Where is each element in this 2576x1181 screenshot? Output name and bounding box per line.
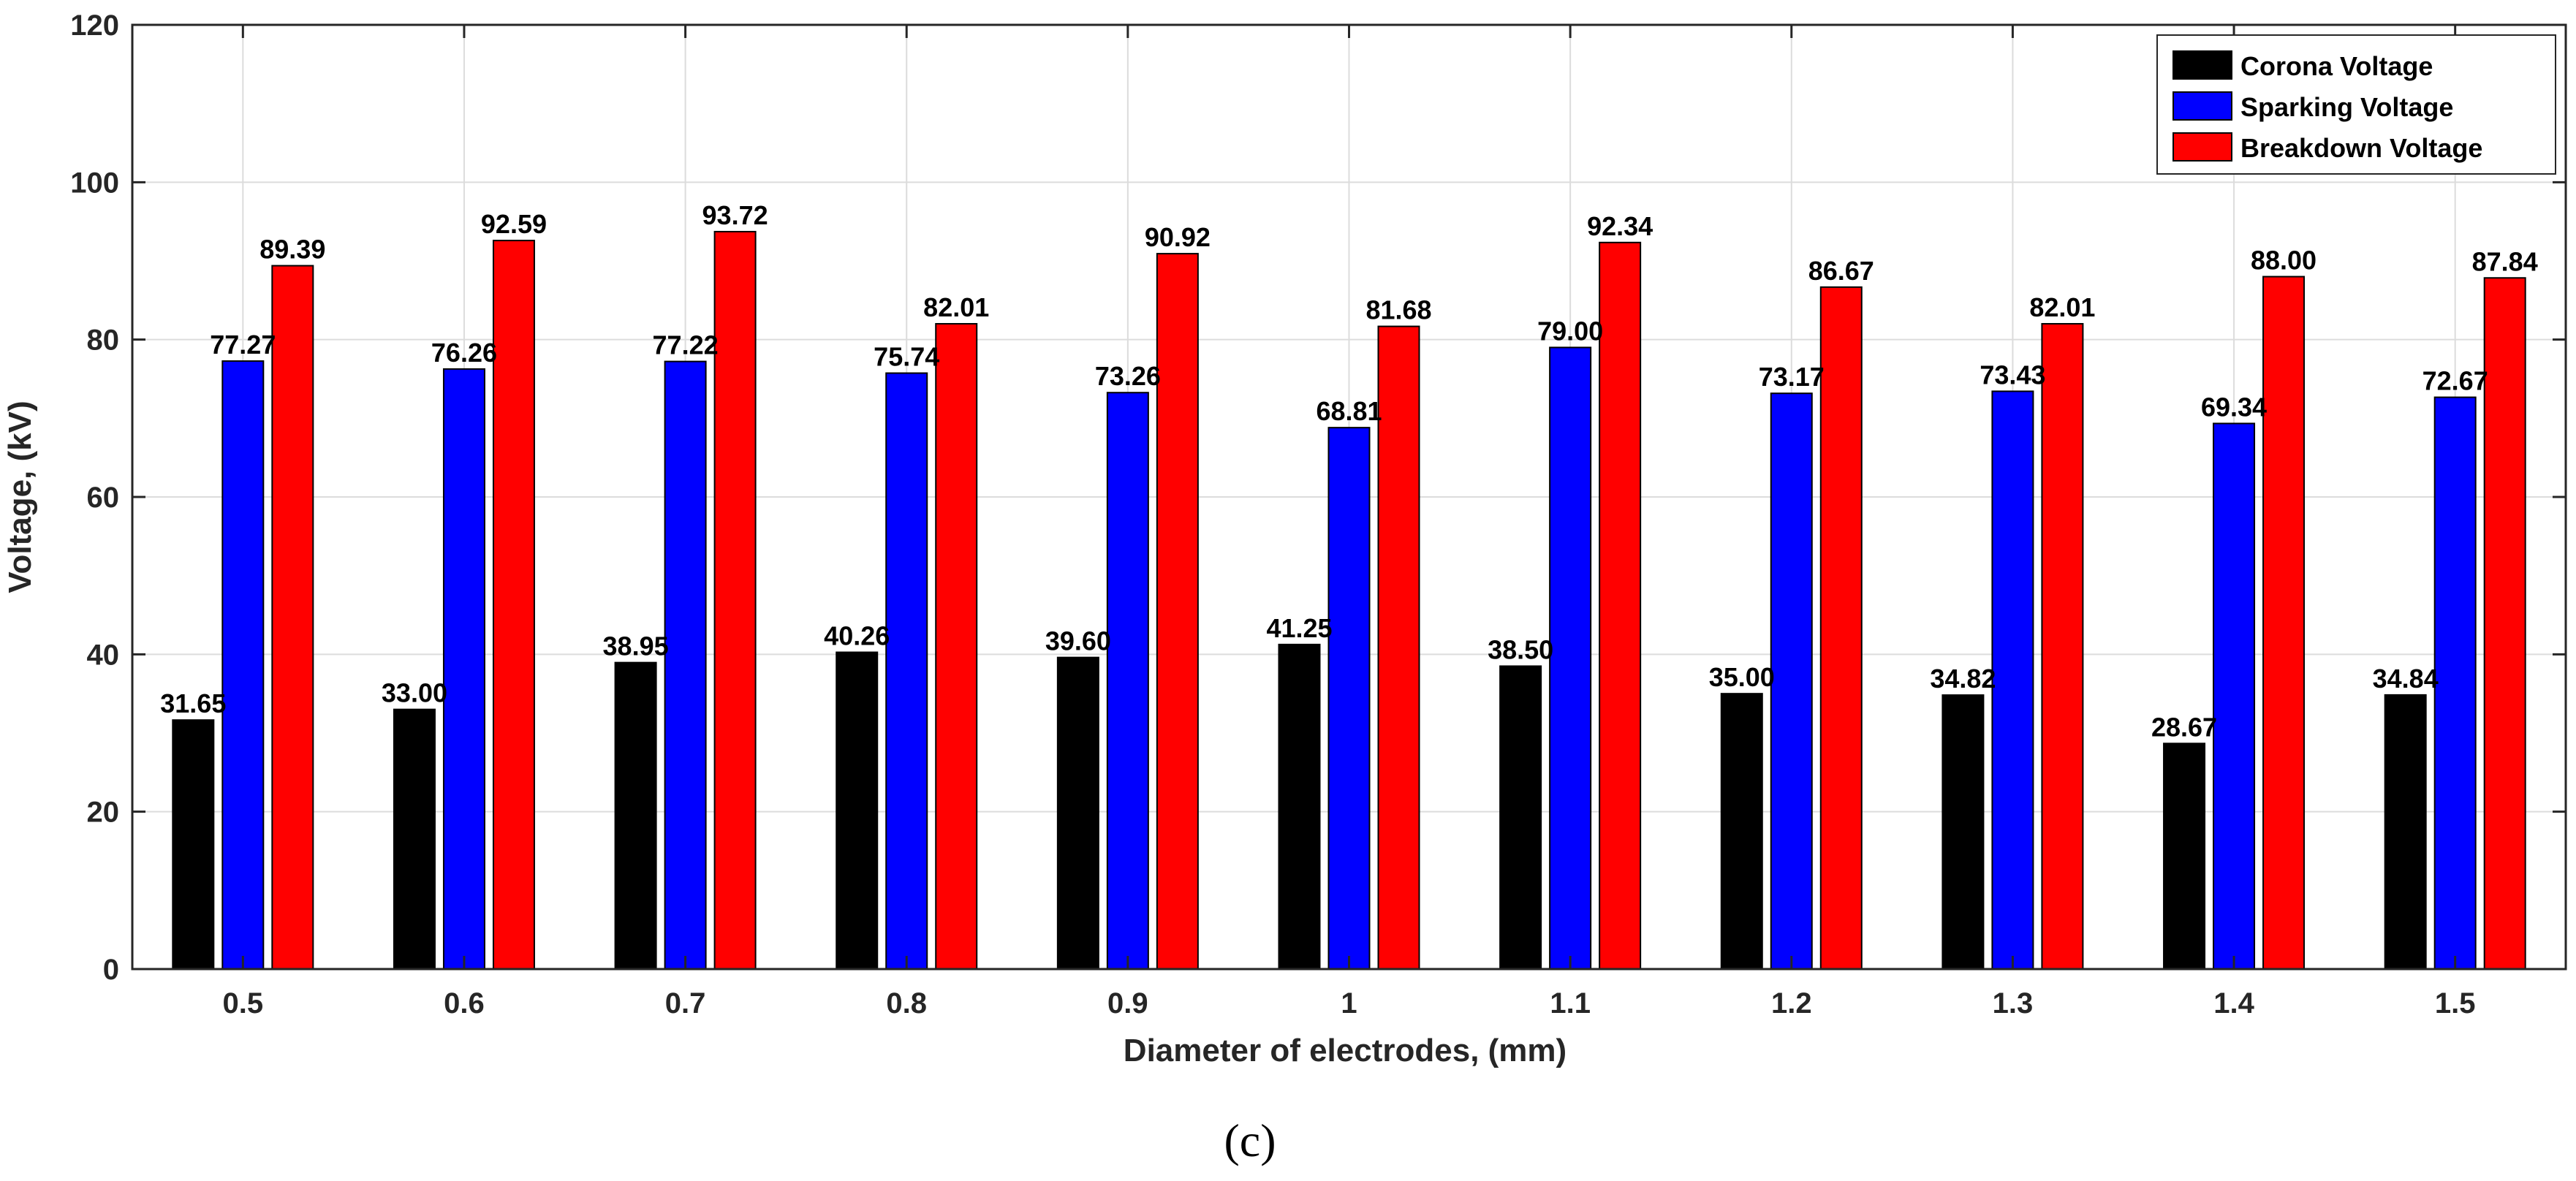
data-label: 69.34 [2201,392,2267,422]
bar-breakdown-voltage [2483,277,2526,971]
y-tick-label: 80 [87,324,120,357]
legend-label: Breakdown Voltage [2240,133,2482,163]
x-tick-label: 1.2 [1771,987,1812,1019]
bars-layer [172,230,2526,971]
data-label: 72.67 [2422,366,2488,396]
figure-caption: (c) [1224,1114,1276,1166]
legend: Corona Voltage Sparking Voltage Breakdown … [2156,34,2556,175]
data-label: 89.39 [260,235,325,265]
data-label: 77.22 [653,330,719,360]
data-label: 34.82 [1930,664,1996,694]
data-label: 82.01 [923,292,989,322]
data-label: 39.60 [1045,626,1111,656]
bar-breakdown-voltage [492,240,535,970]
bar-breakdown-voltage [1819,286,1863,970]
legend-swatch [2172,132,2232,162]
data-label: 77.27 [210,330,276,360]
data-label: 38.50 [1488,634,1553,664]
legend-swatch [2172,50,2232,80]
bar-breakdown-voltage [1377,325,1420,970]
x-tick-label: 0.9 [1107,987,1148,1019]
data-label: 28.67 [2151,712,2217,742]
bar-corona-voltage [614,661,657,970]
bar-sparking-voltage [1770,392,1813,970]
bar-sparking-voltage [1991,390,2034,970]
bar-breakdown-voltage [2041,323,2084,970]
data-label: 76.26 [431,338,497,368]
bar-sparking-voltage [442,368,485,970]
x-tick-label: 1.4 [2213,987,2254,1019]
data-label: 90.92 [1145,222,1211,252]
data-label: 81.68 [1365,295,1431,325]
data-label: 88.00 [2251,246,2316,276]
x-tick-label: 0.5 [223,987,264,1019]
legend-label: Corona Voltage [2240,51,2433,81]
data-label: 68.81 [1316,396,1382,426]
data-label: 93.72 [702,200,768,230]
bar-corona-voltage [1499,665,1542,970]
x-tick-label: 1.5 [2435,987,2476,1019]
bar-corona-voltage [1056,656,1099,970]
data-label: 82.01 [2029,292,2095,322]
bar-breakdown-voltage [713,230,757,970]
bar-breakdown-voltage [271,265,314,970]
data-label: 79.00 [1537,316,1603,346]
y-tick-label: 0 [103,954,119,986]
y-axis-label: Voltage, (kV) [2,400,38,593]
bar-breakdown-voltage [1599,241,1642,970]
bar-breakdown-voltage [2262,276,2306,970]
data-label: 73.43 [1980,360,2045,390]
x-tick-label: 1.1 [1550,987,1591,1019]
x-axis-label: Diameter of electrodes, (mm) [1124,1033,1567,1068]
bar-corona-voltage [1720,693,1763,971]
bar-sparking-voltage [1549,346,1592,970]
ticks-layer: 0 20 40 60 80 100 120 0.5 0.6 0.7 0.8 0.9 1 1.1 1.2 1.3… [70,10,2566,1019]
data-label: 73.17 [1759,362,1825,392]
bar-corona-voltage [2384,694,2427,970]
bar-corona-voltage [393,708,436,970]
x-tick-label: 0.7 [665,987,706,1019]
data-label: 41.25 [1266,613,1332,643]
data-label: 35.00 [1709,662,1775,692]
data-label: 73.26 [1095,361,1161,391]
bar-sparking-voltage [885,372,928,970]
bar-sparking-voltage [664,360,707,970]
bar-breakdown-voltage [935,323,978,970]
bar-corona-voltage [836,651,879,970]
data-label: 75.74 [874,342,939,372]
data-label: 92.59 [481,209,547,239]
bar-sparking-voltage [221,360,265,970]
data-label: 40.26 [824,621,890,651]
y-tick-label: 120 [70,10,119,42]
y-tick-label: 100 [70,167,119,199]
data-label: 92.34 [1587,211,1653,241]
x-tick-label: 1.3 [1993,987,2034,1019]
bar-corona-voltage [1942,694,1985,970]
bar-sparking-voltage [2433,396,2477,970]
bar-corona-voltage [1278,643,1321,970]
data-label: 38.95 [603,631,669,661]
bar-breakdown-voltage [1156,253,1199,970]
data-label: 34.84 [2373,664,2439,694]
data-label: 87.84 [2472,246,2538,276]
bar-sparking-voltage [2213,422,2256,970]
bar-sparking-voltage [1106,392,1149,970]
x-tick-label: 0.6 [444,987,485,1019]
bar-corona-voltage [172,719,215,970]
y-tick-label: 40 [87,639,120,671]
data-label: 33.00 [382,678,447,708]
x-tick-label: 0.8 [886,987,927,1019]
data-labels-layer: 31.65 33.00 38.95 40.26 39.60 41.25 38.50 35.00… [160,200,2537,742]
legend-swatch [2172,91,2232,121]
y-tick-label: 60 [87,482,120,514]
data-label: 31.65 [160,688,226,718]
bar-sparking-voltage [1327,427,1371,970]
y-tick-label: 20 [87,797,120,829]
legend-label: Sparking Voltage [2240,92,2453,122]
bar-corona-voltage [2163,743,2206,970]
x-tick-label: 1 [1341,987,1357,1019]
data-label: 86.67 [1808,256,1874,286]
